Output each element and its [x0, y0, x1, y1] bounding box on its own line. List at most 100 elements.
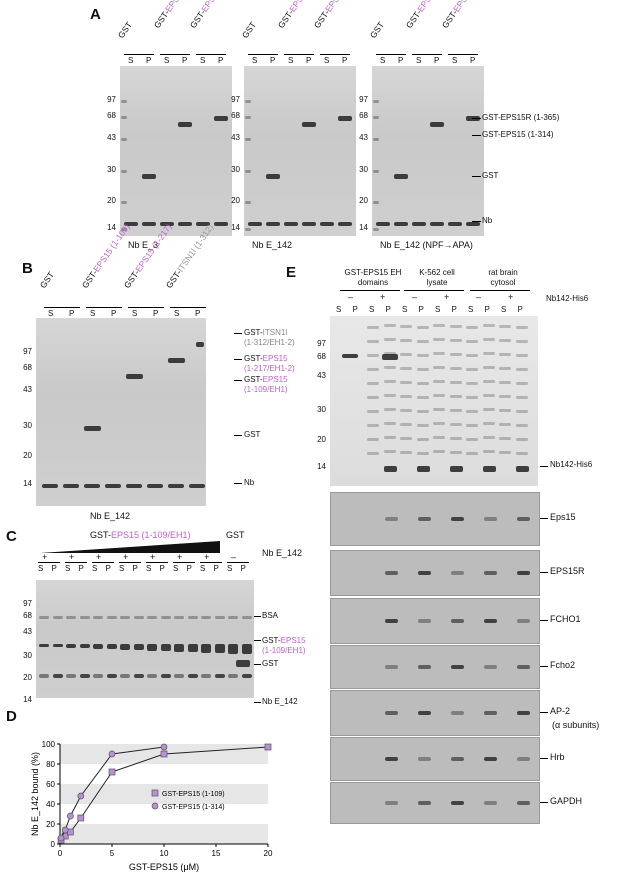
- plus-minus-sign: +: [150, 552, 156, 562]
- lane-label: GST: [368, 20, 386, 40]
- label-pointer: [540, 666, 548, 667]
- gel-band: [126, 484, 142, 488]
- lane-sp-label: S: [65, 564, 71, 573]
- gel-band: [466, 222, 480, 226]
- lane-pair-bar: [227, 562, 249, 563]
- gel-band: [214, 222, 228, 226]
- mw-marker: 97: [107, 95, 116, 104]
- gel-band: [106, 674, 117, 678]
- gel-band: [367, 424, 379, 427]
- lane-sp-label: S: [324, 56, 330, 65]
- western-blot: [330, 492, 540, 546]
- gel-band: [367, 382, 379, 385]
- gel-band: [433, 436, 445, 439]
- label-sub: (1-109/EH1): [244, 385, 288, 394]
- lane-sp-label: S: [200, 564, 206, 573]
- lane-sp-label: P: [398, 56, 404, 65]
- binding-chart: 0 20 40 60 80 100 0 5 10 15 20 GST-EPS15 (μM) Nb E_1…: [30, 740, 273, 872]
- blot-band: [417, 757, 431, 761]
- gel-band: [120, 616, 130, 619]
- blot-band: [384, 757, 398, 761]
- blot-band: [450, 665, 464, 669]
- gel-band: [124, 222, 138, 226]
- label-prefix: GST-: [244, 354, 263, 363]
- gel-band: [383, 338, 396, 341]
- gel-band: [449, 423, 462, 426]
- legend-marker: [151, 789, 159, 797]
- lane-sp-label: S: [132, 309, 138, 318]
- gel-band: [187, 616, 198, 619]
- gel-band: [394, 174, 408, 179]
- lane-label: GST-EPS15R (1-365): [440, 0, 495, 30]
- lane-sp-label: P: [306, 56, 312, 65]
- gel-band: [416, 354, 429, 357]
- gel-band: [106, 644, 117, 649]
- lane-label-protein: EPS15R (1-365): [323, 0, 367, 14]
- gel-right-label: GST-ITSN1l (1-312/EH1-2): [244, 328, 295, 348]
- gel-band: [430, 122, 444, 127]
- lane-label-protein: EPS15R (1-365): [451, 0, 495, 14]
- gel-band: [499, 325, 511, 328]
- gel-image: [120, 66, 232, 236]
- gel-band: [383, 450, 396, 453]
- gel-band: [515, 424, 528, 427]
- blot-label: AP-2: [550, 706, 571, 716]
- mw-marker: 30: [231, 165, 240, 174]
- gel-band: [196, 342, 204, 347]
- gel-band: [499, 395, 511, 398]
- ladder-band: [373, 116, 379, 119]
- legend-label: GST-EPS15 (1-109): [162, 791, 225, 798]
- label-pointer: [234, 435, 242, 436]
- gel-band: [52, 674, 63, 678]
- lane-label-protein: EPS15R (1-365): [199, 0, 243, 14]
- gel-band: [133, 674, 144, 678]
- lane-sp-label: S: [146, 564, 152, 573]
- gel-right-label: GST-EPS15 (1-217/EH1-2): [244, 354, 295, 374]
- blot-band: [450, 517, 464, 521]
- ladder-band: [245, 138, 251, 141]
- gel-band: [142, 222, 156, 226]
- y-tick-label: 20: [46, 820, 55, 829]
- label-pointer: [472, 118, 481, 119]
- mw-marker: 97: [231, 95, 240, 104]
- plus-minus-sign: +: [444, 292, 450, 302]
- ladder-band: [121, 228, 127, 231]
- gel-band: [367, 340, 379, 343]
- x-tick-label: 20: [264, 849, 273, 858]
- gel-band: [515, 410, 528, 413]
- mw-marker: 30: [23, 651, 32, 660]
- gel-band: [515, 354, 528, 357]
- lane-sp-label: S: [164, 56, 170, 65]
- blot-band: [417, 619, 431, 623]
- gel-band: [466, 340, 478, 343]
- plus-minus-sign: +: [380, 292, 386, 302]
- label-pointer: [472, 221, 481, 222]
- lane-sp-label: S: [288, 56, 294, 65]
- lane-sp-label: P: [451, 305, 457, 314]
- label-pointer: [540, 620, 548, 621]
- gel-right-label: GST-EPS15 (1-314): [482, 130, 554, 139]
- label-pointer: [540, 466, 548, 467]
- blot-band: [483, 711, 497, 715]
- legend-label: GST-EPS15 (1-314): [162, 804, 225, 811]
- gel-band: [214, 116, 228, 121]
- gel-band: [499, 409, 511, 412]
- plus-minus-sign: +: [96, 552, 102, 562]
- panel-letter-b: B: [22, 260, 33, 277]
- lane-sp-label: S: [92, 564, 98, 573]
- mw-marker: 97: [359, 95, 368, 104]
- lane-pair-bar: [284, 54, 314, 55]
- gel-band: [187, 644, 198, 652]
- gel-band: [174, 674, 184, 678]
- gel-right-label: Nb: [482, 216, 493, 225]
- gel-band: [241, 616, 252, 619]
- data-point: [57, 834, 65, 842]
- gel-band: [126, 374, 143, 379]
- mw-marker: 97: [23, 347, 32, 356]
- lane-sp-label: S: [48, 309, 54, 318]
- lane-label-text: GST: [115, 19, 135, 40]
- label-protein: EPS15: [280, 636, 306, 645]
- mw-marker: 14: [231, 223, 240, 232]
- gel-band: [84, 484, 100, 488]
- gel-image: [330, 316, 538, 486]
